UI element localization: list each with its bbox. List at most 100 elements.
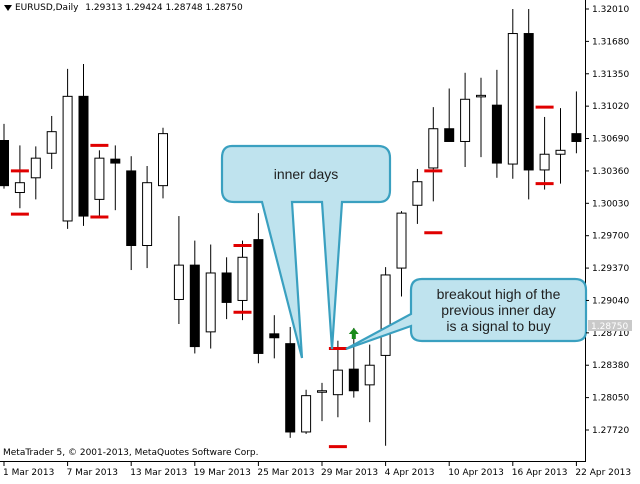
candle-body-bear — [348, 368, 359, 392]
candle-body-bull — [507, 33, 518, 165]
candle-body-bear — [0, 140, 9, 187]
candle — [412, 168, 423, 224]
candle — [62, 68, 73, 229]
candle — [317, 382, 327, 422]
candle — [173, 216, 184, 325]
price-tick-label: 1.29370 — [592, 264, 629, 274]
price-tick-label: 1.31020 — [592, 102, 629, 112]
candle-body-bear — [110, 158, 121, 164]
price-tick-label: 1.29700 — [592, 232, 629, 242]
candle — [555, 108, 566, 184]
candle-body-bull — [317, 390, 327, 393]
candle-body-bear — [221, 272, 232, 303]
symbol-header: EURUSD,Daily 1.29313 1.29424 1.28748 1.2… — [4, 3, 243, 13]
candle-body-bear — [269, 333, 280, 339]
buy-signal-arrow-icon — [348, 327, 359, 339]
candle-body-bull — [332, 369, 343, 396]
candle — [301, 389, 312, 434]
candle-body-bull — [94, 157, 105, 200]
price-tick-label: 1.31680 — [592, 37, 629, 47]
candle — [285, 326, 296, 438]
price-tick-label: 1.28050 — [592, 394, 629, 404]
candle-body-bear — [523, 33, 534, 171]
candle-body-bull — [46, 131, 57, 154]
time-tick-label: 22 Apr 2013 — [575, 468, 631, 478]
candle — [94, 150, 105, 218]
price-tick-label: 1.30030 — [592, 199, 629, 209]
price-tick-label: 1.32010 — [592, 5, 629, 15]
callout-inner-days — [220, 144, 392, 359]
breakout-label: breakout high of the previous inner day … — [436, 286, 561, 334]
candle — [253, 213, 264, 364]
callout-breakout — [345, 277, 588, 351]
candle-body-bull — [237, 256, 248, 301]
candle — [30, 146, 41, 200]
candle-body-bull — [539, 153, 550, 171]
time-tick-label: 1 Mar 2013 — [3, 468, 54, 478]
candle-body-bull — [62, 95, 73, 222]
candle — [221, 257, 232, 320]
candle-body-bear — [78, 95, 89, 217]
candle — [237, 240, 248, 321]
candle-body-bear — [444, 128, 455, 142]
candle-body-bull — [412, 181, 423, 206]
candles-layer — [0, 9, 582, 446]
ohlc-values: 1.29313 1.29424 1.28748 1.28750 — [85, 3, 243, 13]
candle — [78, 63, 89, 226]
price-tick-label: 1.30690 — [592, 135, 629, 145]
inner-days-label: inner days — [273, 166, 339, 182]
candle — [507, 9, 518, 179]
candle-body-bear — [491, 104, 502, 164]
candle-body-bull — [142, 182, 153, 247]
candle — [0, 123, 9, 189]
current-price-label: 1.28750 — [591, 322, 628, 332]
candle-body-bear — [571, 133, 582, 142]
candle — [364, 344, 375, 423]
candle — [348, 327, 359, 398]
time-tick-label: 19 Mar 2013 — [194, 468, 251, 478]
candle — [46, 115, 57, 169]
symbol-name: EURUSD,Daily — [15, 3, 79, 13]
time-tick-label: 10 Apr 2013 — [448, 468, 504, 478]
candle — [396, 211, 407, 297]
candle — [205, 244, 216, 349]
candle — [523, 9, 534, 200]
candle — [428, 107, 439, 202]
time-tick-label: 16 Apr 2013 — [512, 468, 568, 478]
candle-body-bull — [364, 364, 375, 386]
price-tick-label: 1.31350 — [592, 70, 629, 80]
axes — [0, 0, 586, 462]
candle-body-bear — [189, 264, 200, 348]
current-price-tag: 1.28750 — [588, 320, 632, 332]
candle-body-bull — [158, 133, 168, 187]
candle-body-bull — [380, 274, 391, 356]
candle — [158, 127, 168, 199]
candle — [14, 145, 25, 209]
candle — [189, 240, 200, 354]
candle — [332, 340, 343, 418]
time-tick-label: 25 Mar 2013 — [257, 468, 314, 478]
candle-body-bear — [285, 343, 296, 433]
time-tick-label: 29 Mar 2013 — [321, 468, 378, 478]
candle — [269, 315, 280, 359]
candle — [126, 156, 137, 271]
candle — [491, 69, 502, 178]
callouts — [220, 144, 588, 359]
candle — [142, 166, 153, 269]
candle-body-bull — [30, 157, 41, 179]
time-tick-label: 4 Apr 2013 — [385, 468, 435, 478]
candle-body-bull — [476, 94, 486, 98]
candle — [444, 88, 455, 142]
candle — [110, 145, 121, 211]
candle-body-bull — [428, 128, 439, 169]
copyright-footer: MetaTrader 5, © 2001-2013, MetaQuotes So… — [3, 448, 259, 458]
symbol-timeframe-icon — [4, 4, 12, 11]
candle-body-bear — [126, 170, 137, 247]
time-tick-label: 13 Mar 2013 — [130, 468, 187, 478]
time-tick-label: 7 Mar 2013 — [67, 468, 118, 478]
candle — [380, 267, 391, 446]
candle-body-bull — [396, 212, 407, 269]
price-tick-label: 1.28710 — [592, 329, 629, 339]
